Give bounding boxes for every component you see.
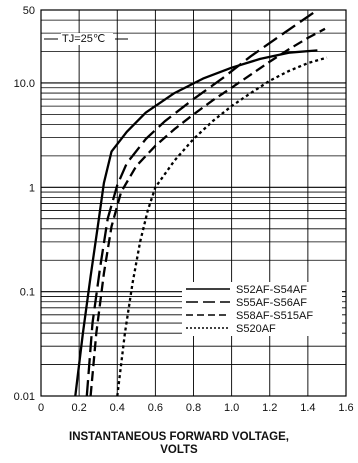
x-tick-label: 1.0 xyxy=(224,402,239,414)
series-line-s55af-s56af xyxy=(85,9,319,397)
x-tick-label: 0.6 xyxy=(148,402,163,414)
series-line-s58af-s515af xyxy=(89,27,326,397)
legend-label: S55AF-S56AF xyxy=(236,297,307,309)
x-tick-label: 1.2 xyxy=(262,402,277,414)
tj-annotation: TJ=25℃ xyxy=(62,33,105,45)
x-axis-title-line2: VOLTS xyxy=(160,444,198,456)
y-tick-label: 50 xyxy=(23,5,35,17)
plot-frame xyxy=(40,9,347,397)
x-tick-label: 1.4 xyxy=(300,402,315,414)
series-layer xyxy=(74,9,328,397)
x-tick-label: 1.6 xyxy=(338,402,353,414)
y-tick-label: 10.0 xyxy=(14,78,35,90)
series-line-s52af-s54af xyxy=(74,49,318,397)
y-tick-label: 1 xyxy=(29,182,35,194)
y-tick-label: 0.1 xyxy=(20,287,35,299)
x-axis-title-line1: INSTANTANEOUS FORWARD VOLTAGE, xyxy=(69,431,289,443)
x-tick-label: 0.8 xyxy=(186,402,201,414)
y-tick-label: 0.01 xyxy=(14,391,35,403)
grid xyxy=(41,10,346,396)
legend-label: S52AF-S54AF xyxy=(236,284,307,296)
series-line-s520af xyxy=(116,56,328,397)
annotation-box: TJ=25℃ xyxy=(44,33,128,45)
x-tick-label: 0.2 xyxy=(71,402,86,414)
x-tick-label: 0 xyxy=(38,402,44,414)
x-tick-label: 0.4 xyxy=(110,402,125,414)
y-axis-ticks: 0.01 0.1 1 10.0 50 xyxy=(14,5,35,403)
legend-label: S58AF-S515AF xyxy=(236,310,313,322)
legend-label: S520AF xyxy=(236,323,276,335)
x-axis-ticks: 0 0.2 0.4 0.6 0.8 1.0 1.2 1.4 1.6 xyxy=(38,402,354,414)
